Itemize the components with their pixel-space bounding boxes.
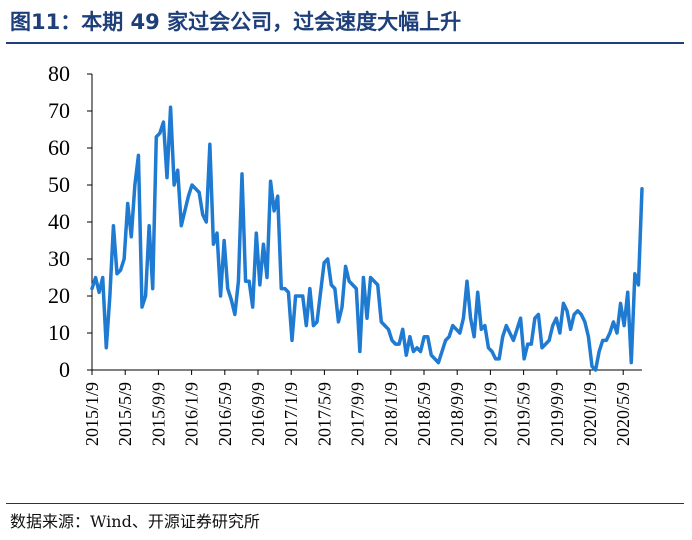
x-axis: 2015/1/9 2015/5/9 2015/9/9 2016/1/9 2016/5/9… xyxy=(82,369,642,446)
x-tick-label: 2019/5/9 xyxy=(514,382,534,446)
y-tick-label: 50 xyxy=(48,172,70,197)
x-tick-label: 2020/1/9 xyxy=(580,382,600,446)
x-tick-label: 2016/5/9 xyxy=(215,382,235,446)
y-tick-label: 80 xyxy=(48,61,70,86)
y-tick-label: 60 xyxy=(48,135,70,160)
series-group xyxy=(90,105,644,372)
y-tick-label: 40 xyxy=(48,209,70,234)
y-tick-label: 0 xyxy=(59,357,70,382)
x-tick-label: 2017/5/9 xyxy=(314,382,334,446)
x-tick-label: 2019/9/9 xyxy=(547,382,567,446)
chart-title: 图11：本期 49 家过会公司，过会速度大幅上升 xyxy=(10,10,462,34)
y-tick-label: 70 xyxy=(48,98,70,123)
data-source-note: 数据来源：Wind、开源证券研究所 xyxy=(10,512,260,531)
line-chart: 0 10 20 30 40 50 60 70 80 2015/1/9 2015/5/9 2015/9… xyxy=(48,61,644,446)
series-line xyxy=(90,105,644,372)
y-tick-label: 10 xyxy=(48,320,70,345)
source-rule xyxy=(6,503,684,504)
x-tick-label: 2017/1/9 xyxy=(281,382,301,446)
x-tick-label: 2016/9/9 xyxy=(248,382,268,446)
x-tick-label: 2018/9/9 xyxy=(447,382,467,446)
x-tick-label: 2017/9/9 xyxy=(348,382,368,446)
x-tick-label: 2018/1/9 xyxy=(381,382,401,446)
y-tick-label: 20 xyxy=(48,283,70,308)
x-tick-label: 2015/1/9 xyxy=(82,382,102,446)
x-tick-label: 2015/5/9 xyxy=(115,382,135,446)
x-tick-label: 2016/1/9 xyxy=(182,382,202,446)
x-tick-label: 2015/9/9 xyxy=(148,382,168,446)
x-tick-label: 2018/5/9 xyxy=(414,382,434,446)
y-axis: 0 10 20 30 40 50 60 70 80 xyxy=(48,61,93,382)
x-tick-label: 2020/5/9 xyxy=(613,382,633,446)
x-tick-label: 2019/1/9 xyxy=(480,382,500,446)
title-rule xyxy=(6,42,684,44)
y-tick-label: 30 xyxy=(48,246,70,271)
